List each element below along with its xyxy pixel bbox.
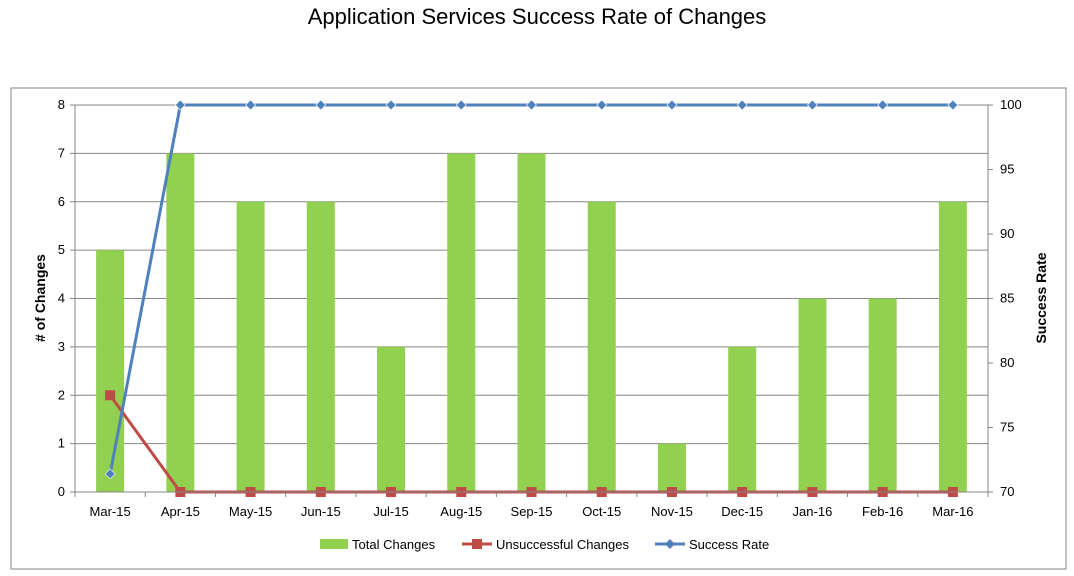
legend: Total Changes Unsuccessful Changes Success… — [320, 537, 769, 552]
y-tick-label: 7 — [58, 145, 65, 160]
diamond-marker — [596, 99, 608, 111]
x-tick-label: Jan-16 — [793, 504, 833, 519]
bar — [938, 201, 967, 492]
x-tick-label: Jul-15 — [373, 504, 408, 519]
y-tick-label: 3 — [58, 339, 65, 354]
bar — [447, 153, 476, 492]
y2-axis-label: Success Rate — [1033, 252, 1049, 343]
y-tick-label: 5 — [58, 242, 65, 257]
bar — [517, 153, 546, 492]
diamond-marker — [315, 99, 327, 111]
legend-marker — [472, 539, 482, 549]
y2-tick-label: 70 — [1000, 484, 1014, 499]
diamond-marker — [806, 99, 818, 111]
x-tick-label: Mar-16 — [932, 504, 973, 519]
bar — [587, 201, 616, 492]
diamond-marker — [455, 99, 467, 111]
diamond-marker — [526, 99, 537, 111]
square-marker — [105, 390, 116, 401]
chart-title: Application Services Success Rate of Cha… — [307, 4, 767, 29]
bar — [377, 346, 406, 492]
x-tick-label: Aug-15 — [440, 504, 482, 519]
diamond-marker — [245, 99, 257, 111]
diamond-marker — [877, 99, 889, 111]
bar — [868, 298, 897, 492]
x-tick-label: Dec-15 — [721, 504, 763, 519]
y2-tick-label: 85 — [1000, 291, 1014, 306]
legend-swatch — [320, 539, 348, 549]
tick-labels: 0 1 2 3 4 5 6 7 8 70 75 80 85 90 95 100 Mar-15 Apr-15 May-… — [58, 97, 1022, 519]
x-tick-label: Feb-16 — [862, 504, 903, 519]
bar — [166, 153, 195, 492]
y-tick-label: 0 — [58, 484, 65, 499]
legend-label: Unsuccessful Changes — [496, 537, 629, 552]
y2-tick-label: 80 — [1000, 355, 1014, 370]
bar-series — [96, 153, 967, 492]
bar — [236, 201, 265, 492]
x-tick-label: Sep-15 — [511, 504, 553, 519]
y2-tick-label: 95 — [1000, 162, 1014, 177]
x-tick-label: Jun-15 — [301, 504, 341, 519]
y2-tick-label: 100 — [1000, 97, 1022, 112]
legend-label: Success Rate — [689, 537, 769, 552]
diamond-marker — [385, 99, 397, 111]
y-tick-label: 4 — [58, 291, 65, 306]
x-tick-label: Oct-15 — [582, 504, 621, 519]
x-tick-label: Mar-15 — [90, 504, 131, 519]
diamond-marker — [174, 99, 186, 111]
legend-marker — [665, 539, 675, 549]
y-tick-label: 1 — [58, 436, 65, 451]
diamond-marker — [947, 99, 959, 111]
bar — [728, 346, 757, 492]
diamond-marker — [736, 99, 748, 111]
y-tick-label: 6 — [58, 194, 65, 209]
x-tick-label: Apr-15 — [161, 504, 200, 519]
bar — [306, 201, 335, 492]
diamond-marker — [104, 468, 116, 480]
y-tick-label: 8 — [58, 97, 65, 112]
chart-area-border — [10, 87, 1067, 570]
bar — [798, 298, 827, 492]
y-axis-label: # of Changes — [32, 254, 48, 342]
bar — [657, 443, 686, 492]
y2-tick-label: 75 — [1000, 420, 1014, 435]
diamond-marker — [666, 99, 678, 111]
x-tick-label: Nov-15 — [651, 504, 693, 519]
legend-label: Total Changes — [352, 537, 436, 552]
x-tick-label: May-15 — [229, 504, 272, 519]
y-tick-label: 2 — [58, 387, 65, 402]
y2-tick-label: 90 — [1000, 226, 1014, 241]
axes — [70, 104, 993, 497]
bar — [96, 250, 125, 492]
